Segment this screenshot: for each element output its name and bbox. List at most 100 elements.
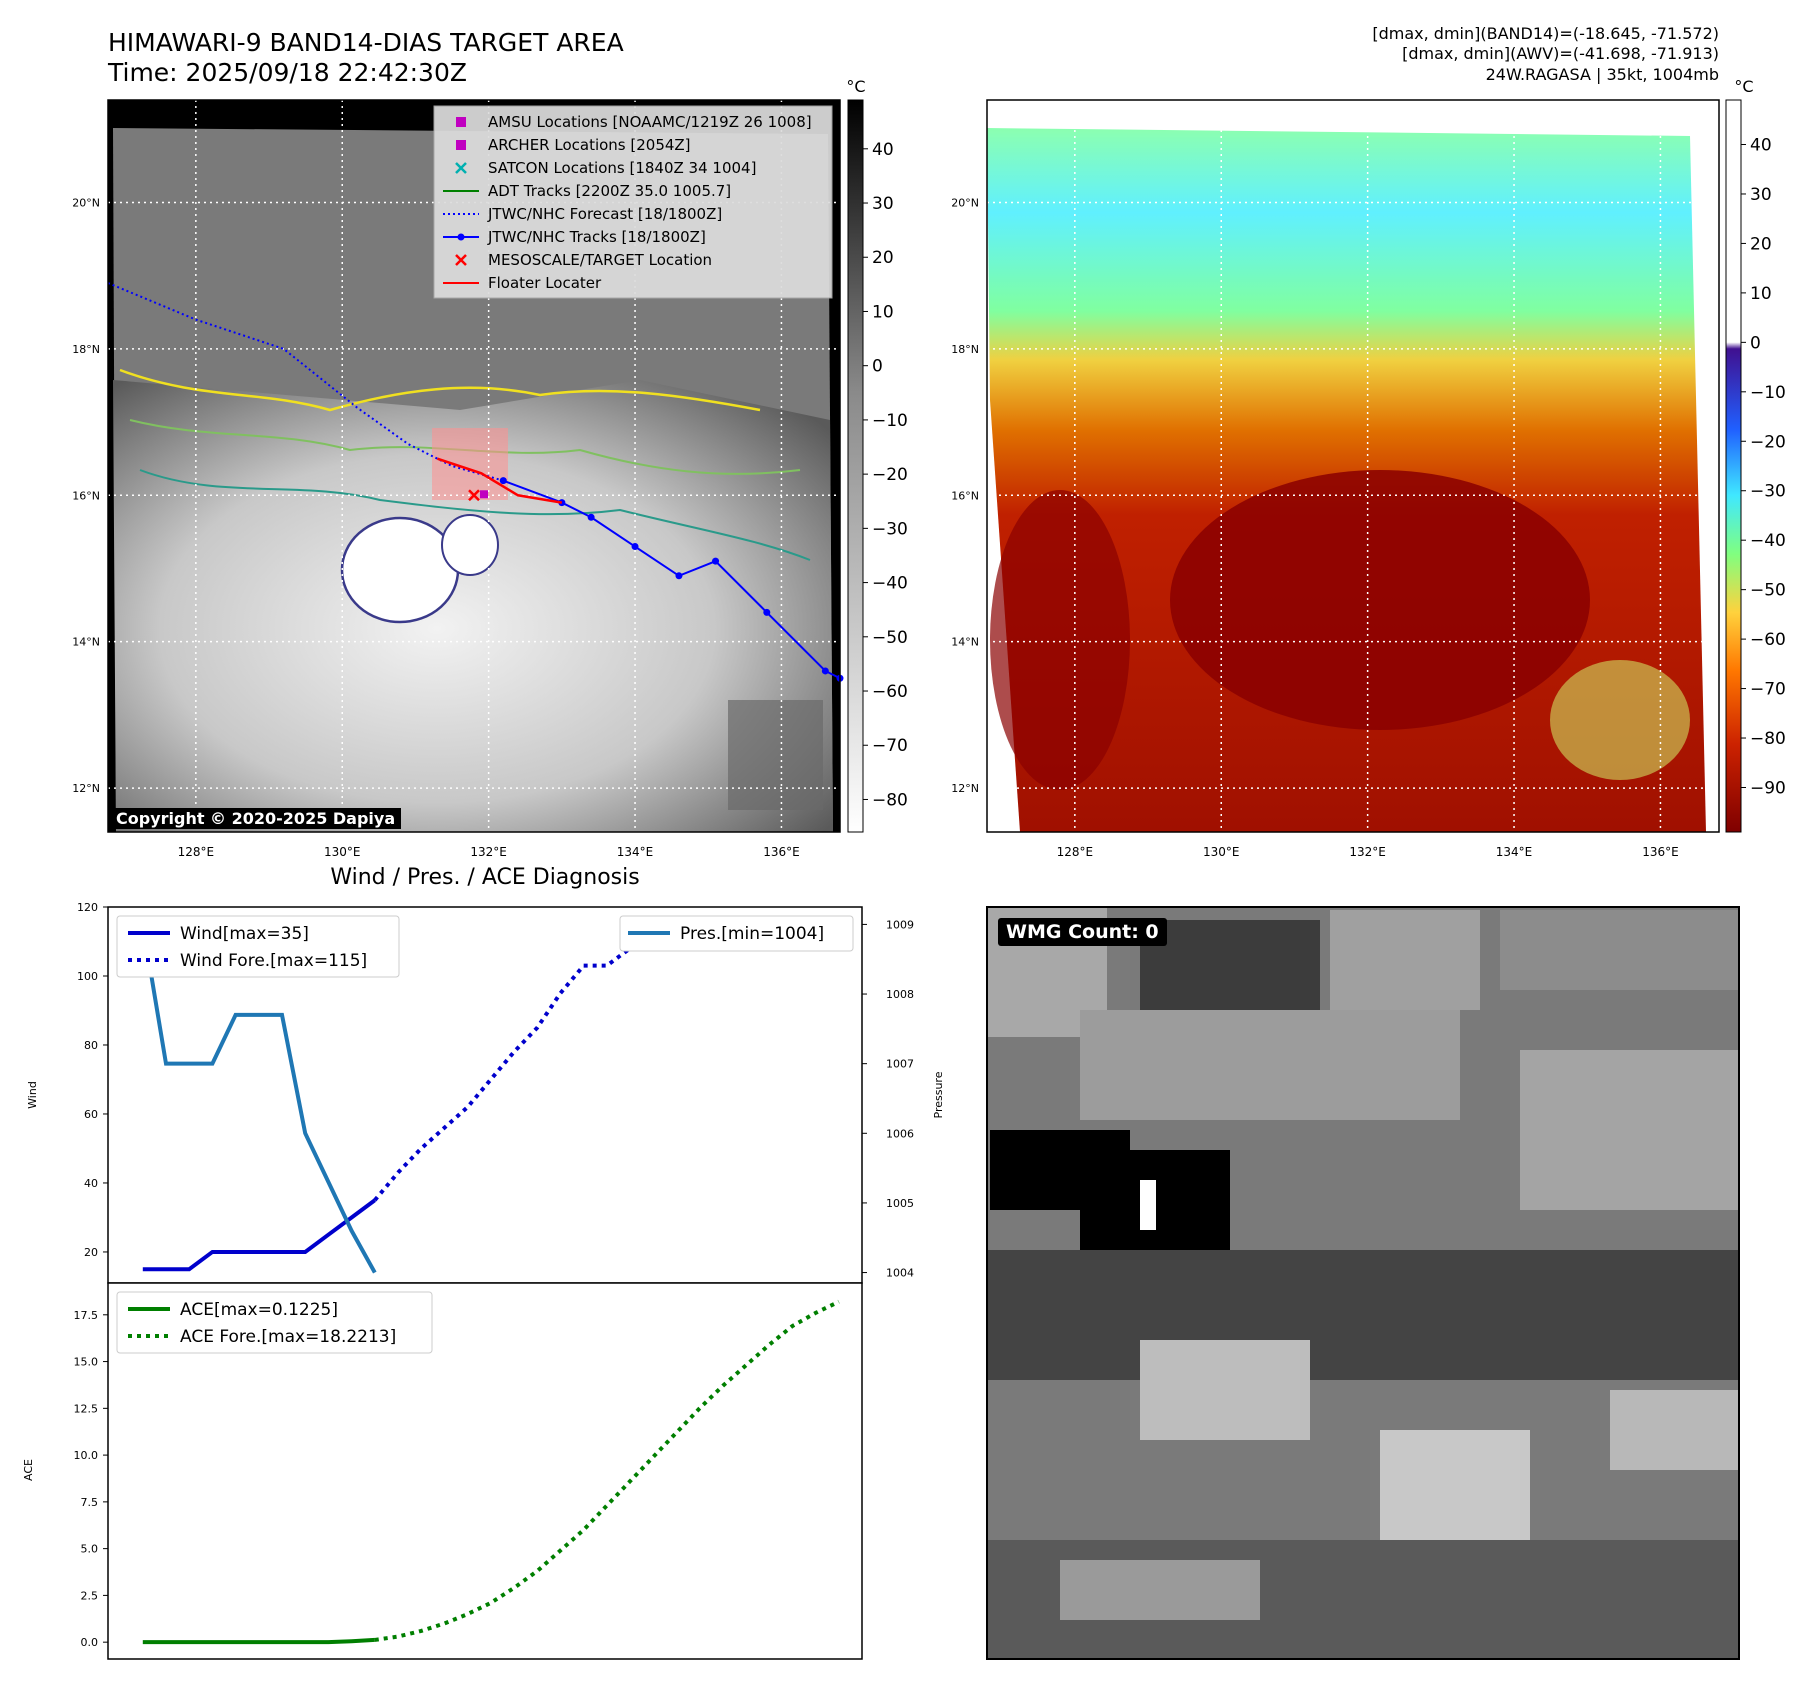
awv-colorbar-unit: °C [1734, 77, 1753, 96]
wind-y-ticks: 20 40 60 80 100 120 [77, 901, 108, 1259]
ace-legend-box [116, 1291, 433, 1354]
ace-legend: ACE[max=0.1225] ACE Fore.[max=18.2213] [116, 1291, 433, 1354]
ace-tick-label: 0.0 [81, 1636, 99, 1649]
pressure-ylabel: Pressure [932, 1071, 945, 1118]
ace-series [142, 1299, 840, 1645]
x-tick-label: 132°E [470, 845, 507, 859]
x-tick-label: 134°E [617, 845, 654, 859]
colorbar-tick-label: −70 [872, 736, 908, 756]
pressure-y-ticks: 1004 1005 1006 1007 1008 1009 [862, 918, 914, 1280]
wind-tick-label: 120 [77, 901, 98, 914]
cold-cloud-top-2 [441, 514, 499, 576]
y-tick-label: 18°N [951, 343, 979, 356]
colorbar-tick-label: −90 [1750, 778, 1786, 798]
ace-ylabel: ACE [22, 1459, 35, 1481]
map-legend-items: AMSU Locations [NOAAMC/1219Z 26 1008] ARC… [443, 113, 812, 292]
pres-tick-label: 1006 [886, 1127, 914, 1140]
colorbar-tick-label: −10 [1750, 383, 1786, 403]
ace-panel: 0.0 2.5 5.0 7.5 10.0 12.5 15.0 17.5 ACE ACE[max… [22, 1282, 863, 1660]
wind-legend: Wind[max=35] Wind Fore.[max=115] [116, 915, 400, 978]
colorbar-tick-label: −40 [872, 574, 908, 594]
y-tick-label: 12°N [951, 782, 979, 795]
track-point [499, 477, 507, 485]
colorbar-tick-label: 10 [1750, 284, 1772, 304]
wind-legend-label: Wind[max=35] [180, 924, 309, 944]
pres-tick-label: 1007 [886, 1058, 914, 1071]
colorbar-tick-label: −40 [1750, 531, 1786, 551]
ace-tick-label: 10.0 [74, 1449, 99, 1462]
clear-region [728, 700, 823, 810]
track-point [587, 513, 595, 521]
wmg-light-3 [1610, 1390, 1739, 1470]
awv-dry-west [990, 490, 1130, 790]
track-point [631, 543, 639, 551]
ace-fore-legend-label: ACE Fore.[max=18.2213] [180, 1327, 396, 1347]
colorbar-tick-label: 40 [1750, 136, 1772, 156]
colorbar-tick-label: −20 [872, 465, 908, 485]
band14-colorbar-unit: °C [846, 77, 865, 96]
ace-y-ticks: 0.0 2.5 5.0 7.5 10.0 12.5 15.0 17.5 [74, 1309, 108, 1649]
cold-cloud-top [340, 516, 460, 624]
track-point [763, 608, 771, 616]
wmg-block-2 [1140, 920, 1320, 1010]
wind-tick-label: 40 [84, 1177, 98, 1190]
contour-yellow [119, 368, 761, 412]
colorbar-tick-label: −70 [1750, 680, 1786, 700]
x-tick-label: 136°E [1642, 845, 1679, 859]
wind-tick-label: 80 [84, 1039, 98, 1052]
diagnosis-title: Wind / Pres. / ACE Diagnosis [330, 865, 640, 890]
band14-colorbar [847, 99, 864, 833]
legend-marker-x [455, 162, 467, 174]
legend-label: Floater Locater [488, 274, 602, 292]
y-tick-label: 14°N [72, 636, 100, 649]
map-tracks [107, 282, 844, 682]
legend-label: ADT Tracks [2200Z 35.0 1005.7] [488, 182, 731, 200]
y-tick-label: 14°N [951, 636, 979, 649]
colorbar-tick-label: 30 [1750, 185, 1772, 205]
colorbar-tick-label: 0 [1750, 333, 1761, 353]
series-line-2 [140, 924, 377, 1274]
series-line-0 [142, 1198, 376, 1272]
x-tick-label: 130°E [1203, 845, 1240, 859]
legend-marker-square [456, 117, 466, 127]
colorbar-tick-label: −30 [1750, 482, 1786, 502]
colorbar-tick-label: −60 [1750, 630, 1786, 650]
wmg-block-3 [1330, 910, 1480, 1010]
legend-label: AMSU Locations [NOAAMC/1219Z 26 1008] [488, 113, 812, 131]
track-point [712, 557, 720, 565]
x-tick-label: 128°E [1057, 845, 1094, 859]
awv-colorbar [1725, 99, 1742, 833]
info-band14-range: [dmax, dmin](BAND14)=(-18.645, -71.572) [1372, 24, 1719, 43]
legend-marker-x [455, 254, 467, 266]
wind-legend-box [116, 915, 400, 978]
wmg-block-6 [1520, 1050, 1739, 1210]
map-frame [107, 99, 841, 833]
wind-ylabel: Wind [26, 1081, 39, 1109]
wmg-light-1 [1140, 1340, 1310, 1440]
pres-tick-label: 1005 [886, 1197, 914, 1210]
ace-tick-label: 17.5 [74, 1309, 99, 1322]
legend-label: JTWC/NHC Forecast [18/1800Z] [487, 205, 722, 223]
colorbar-tick-label: 20 [872, 248, 894, 268]
info-storm: 24W.RAGASA | 35kt, 1004mb [1485, 65, 1719, 84]
pres-tick-label: 1004 [886, 1267, 914, 1280]
wind-tick-label: 100 [77, 970, 98, 983]
awv-colorbar-ticks: 40 30 20 10 0 −10 −20 −30 −40 −50 −60 −70 −80 −90 [1741, 136, 1786, 798]
figure-time: Time: 2025/09/18 22:42:30Z [108, 58, 467, 87]
wmg-count-label: WMG Count: 0 [998, 918, 1167, 946]
y-tick-label: 16°N [951, 489, 979, 502]
x-tick-label: 130°E [324, 845, 361, 859]
y-tick-label: 20°N [72, 196, 100, 209]
wind-tick-label: 60 [84, 1108, 98, 1121]
pres-legend: Pres.[min=1004] [619, 915, 854, 952]
ace-series-line-0 [142, 1637, 375, 1645]
figure-title: HIMAWARI-9 BAND14-DIAS TARGET AREA [108, 28, 624, 57]
pres-legend-box [619, 915, 854, 952]
wmg-band-dark [987, 1250, 1739, 1380]
ace-tick-label: 15.0 [74, 1356, 99, 1369]
colorbar-tick-label: −30 [872, 519, 908, 539]
colorbar-tick-label: 40 [872, 140, 894, 160]
y-tick-label: 20°N [951, 196, 979, 209]
